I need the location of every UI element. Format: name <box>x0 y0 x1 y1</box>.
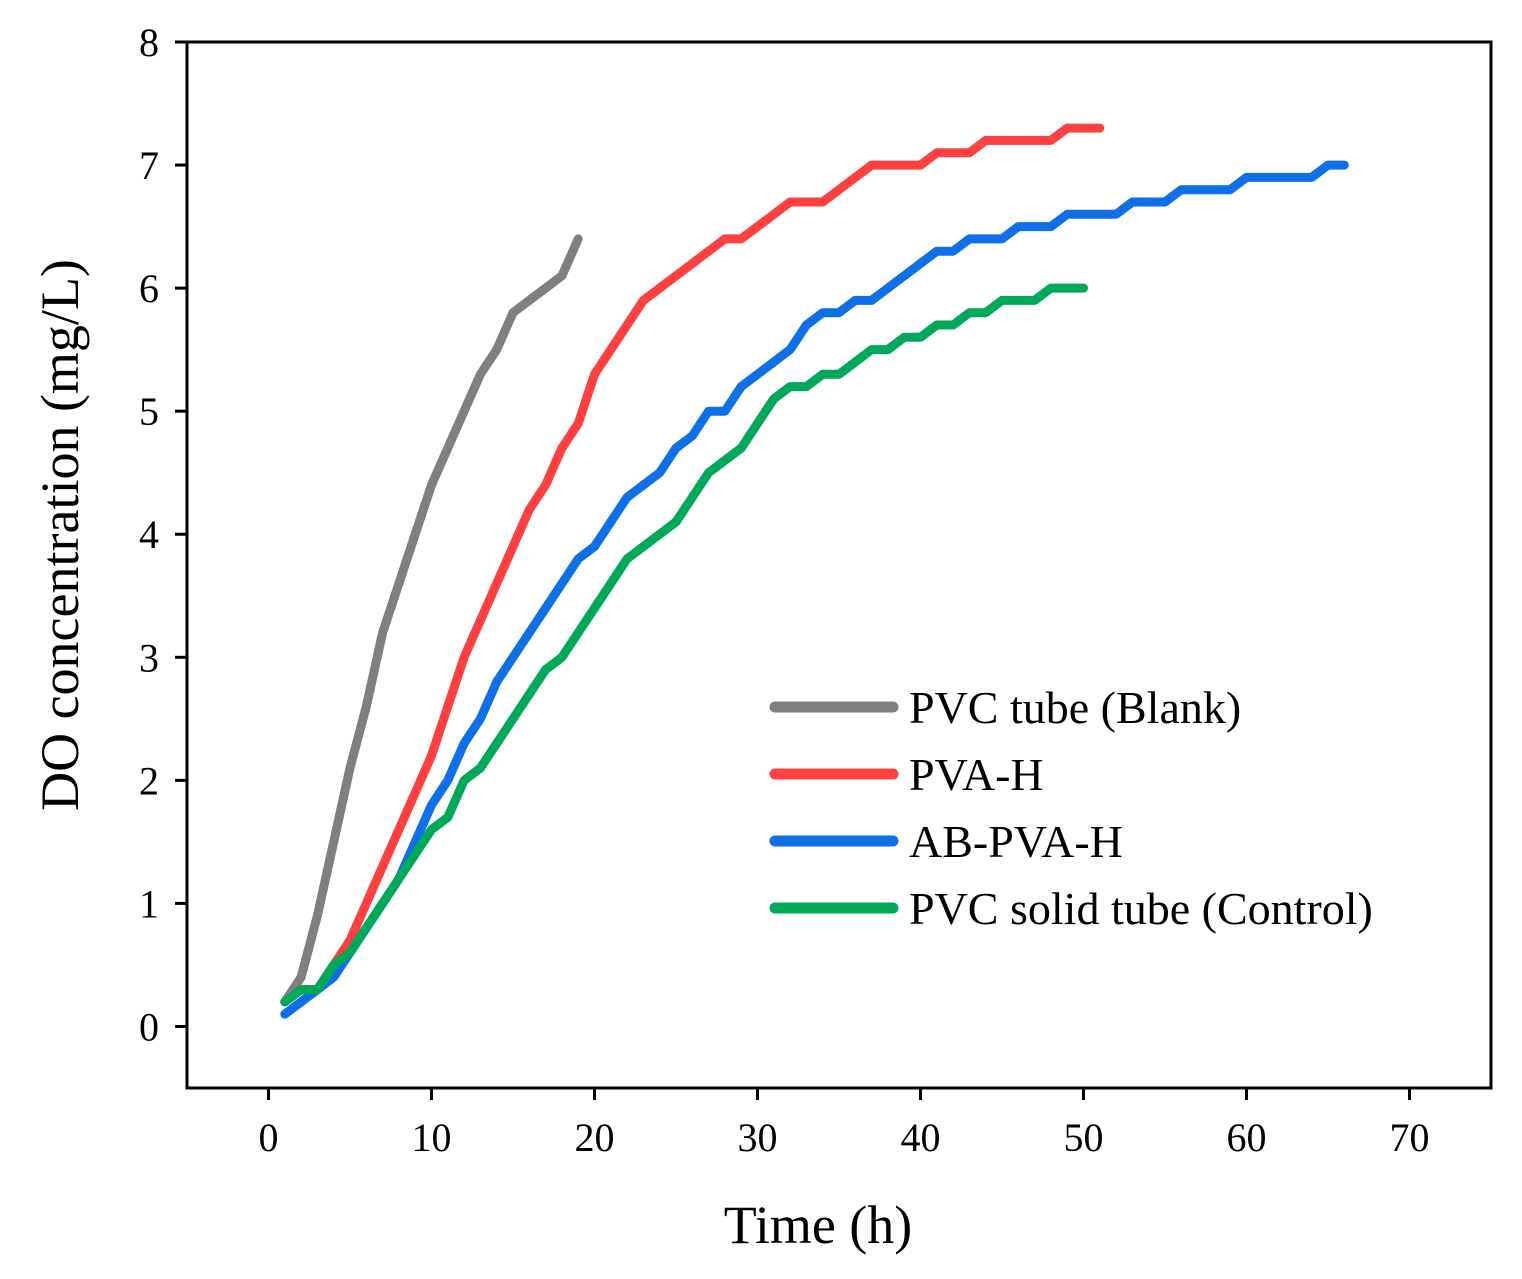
x-tick-label: 40 <box>901 1115 941 1160</box>
legend-label: PVC solid tube (Control) <box>909 883 1373 934</box>
x-tick-label: 50 <box>1064 1115 1104 1160</box>
x-tick-label: 70 <box>1390 1115 1430 1160</box>
y-tick-label: 4 <box>139 512 159 557</box>
x-tick-label: 20 <box>575 1115 615 1160</box>
y-tick-label: 6 <box>139 266 159 311</box>
y-tick-label: 2 <box>139 758 159 803</box>
y-tick-label: 8 <box>139 20 159 65</box>
plot-frame <box>185 40 1493 1090</box>
series-line-0 <box>280 234 583 1007</box>
series-line-1 <box>280 123 1105 1007</box>
x-tick-label: 0 <box>259 1115 279 1160</box>
y-tick-label: 3 <box>139 635 159 680</box>
legend: PVC tube (Blank) PVA-H AB-PVA-H PVC solid t… <box>769 682 1373 934</box>
y-tick-label: 1 <box>139 881 159 926</box>
y-tick-label: 7 <box>139 143 159 188</box>
x-tick-label: 30 <box>738 1115 778 1160</box>
series-line-2 <box>280 160 1349 1019</box>
series-line-3 <box>280 283 1088 1007</box>
legend-label: AB-PVA-H <box>909 816 1123 867</box>
legend-label: PVA-H <box>909 749 1044 800</box>
legend-label: PVC tube (Blank) <box>909 682 1241 733</box>
y-tick-label: 5 <box>139 389 159 434</box>
x-tick-label: 60 <box>1227 1115 1267 1160</box>
y-axis-label: DO concentration (mg/L) <box>30 259 90 811</box>
x-axis-label: Time (h) <box>724 1195 913 1255</box>
x-tick-label: 10 <box>412 1115 452 1160</box>
y-tick-label: 0 <box>139 1004 159 1049</box>
